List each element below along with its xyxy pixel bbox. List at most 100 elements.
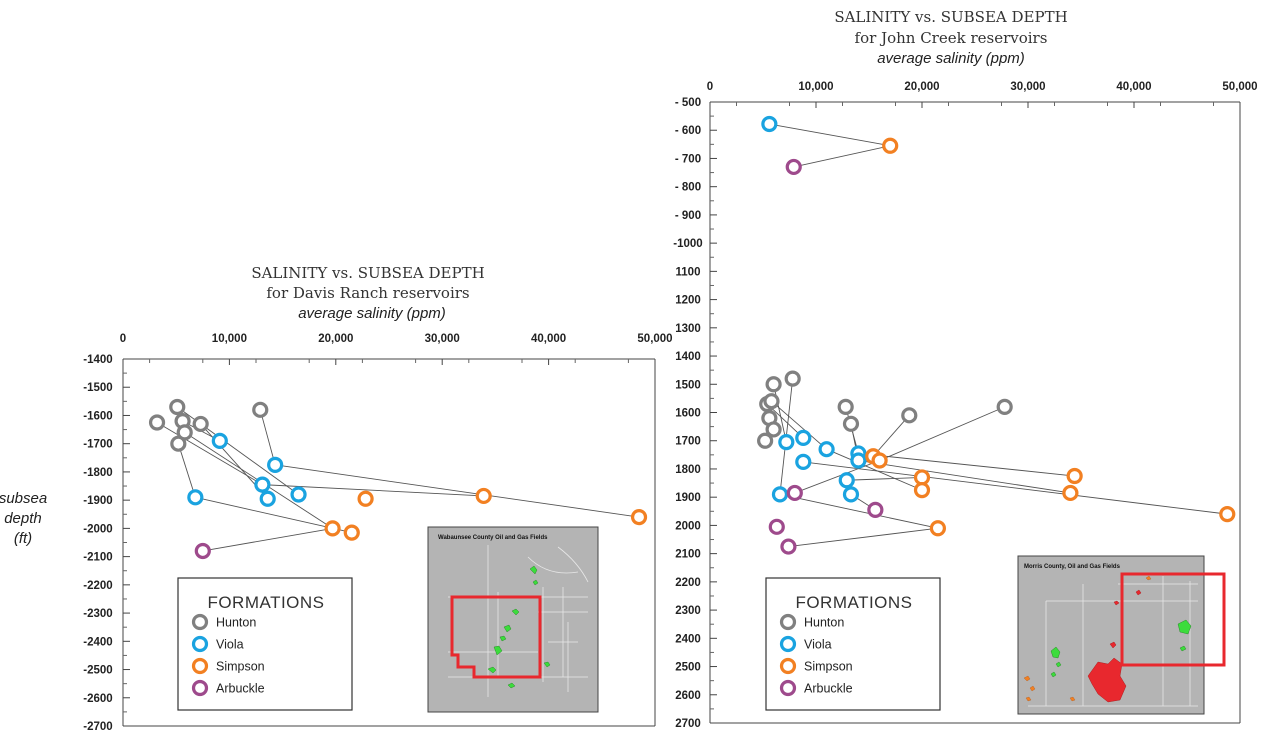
point-viola: [267, 456, 284, 473]
y-tick-label: 1200: [675, 295, 701, 307]
x-axis-label: average salinity (ppm): [877, 50, 1025, 67]
y-tick-label: - 900: [675, 210, 701, 222]
y-tick-label: -1400: [83, 354, 112, 366]
point-simpson: [630, 508, 648, 526]
connector-line: [793, 145, 891, 168]
connector-line: [872, 415, 910, 457]
point-simpson: [475, 487, 492, 505]
legend-marker-arbuckle: [191, 679, 209, 697]
y-axis-label-line3: (ft): [14, 530, 32, 547]
x-tick-label: 50,000: [1222, 81, 1257, 93]
map-highlight-outline: [450, 595, 542, 679]
point-viola: [795, 453, 812, 470]
y-tick-label: 2300: [675, 605, 701, 617]
point-hunton: [148, 414, 166, 431]
point-viola: [187, 489, 204, 506]
point-hunton: [169, 398, 186, 416]
connector-line: [779, 493, 938, 529]
y-tick-label: 1100: [676, 266, 701, 278]
x-tick-label: 20,000: [904, 81, 939, 93]
map-title: Morris County, Oil and Gas Fields: [1024, 564, 1121, 570]
x-tick-label: 40,000: [531, 333, 566, 345]
point-simpson: [357, 490, 374, 507]
point-viola: [254, 476, 271, 493]
point-arbuckle: [768, 518, 785, 535]
legend-marker-simpson: [191, 657, 209, 675]
legend-label-arbuckle: Arbuckle: [804, 682, 853, 696]
point-simpson: [343, 524, 360, 541]
data-points: [757, 115, 1236, 555]
legend: FORMATIONS Hunton Viola Simpson Arbuckle: [765, 577, 941, 711]
point-simpson: [929, 520, 947, 537]
point-hunton: [784, 370, 801, 387]
x-tick-label: 10,000: [798, 81, 833, 93]
legend-label-hunton: Hunton: [216, 616, 256, 630]
connector-line: [156, 422, 263, 486]
point-hunton: [170, 435, 187, 452]
davis-ranch-chart: SALINITY vs. SUBSEA DEPTH for Davis Ranc…: [0, 264, 673, 730]
connector-line: [803, 461, 1228, 515]
connector-line: [826, 448, 923, 491]
legend-title: FORMATIONS: [207, 593, 324, 612]
chart-title: SALINITY vs. SUBSEA DEPTH: [834, 8, 1067, 26]
point-hunton: [996, 398, 1013, 415]
point-viola: [795, 429, 812, 447]
connector-line: [766, 403, 804, 439]
y-axis-label-line1: subsea: [0, 490, 47, 507]
legend-marker-arbuckle: [779, 679, 797, 697]
y-tick-label: 1900: [675, 492, 701, 504]
x-tick-label: 30,000: [1010, 81, 1045, 93]
connector-line: [788, 527, 938, 548]
point-viola: [850, 452, 867, 469]
x-tick-label: 40,000: [1116, 81, 1151, 93]
john-creek-chart: SALINITY vs. SUBSEA DEPTH for John Creek…: [673, 8, 1257, 730]
legend: FORMATIONS Hunton Viola Simpson Arbuckle: [177, 577, 353, 711]
legend-items: Hunton Viola Simpson Arbuckle: [779, 613, 853, 697]
point-hunton: [842, 415, 860, 432]
y-tick-label: 1700: [675, 436, 701, 448]
x-tick-label: 50,000: [637, 333, 672, 345]
legend-label-simpson: Simpson: [216, 660, 265, 674]
legend-label-simpson: Simpson: [804, 660, 853, 674]
connector-line: [846, 476, 923, 481]
y-tick-label: -2400: [83, 636, 112, 648]
connector-line: [879, 406, 1005, 461]
point-viola: [211, 432, 228, 449]
y-tick-label: -2200: [83, 580, 112, 592]
point-hunton: [192, 415, 209, 433]
y-axis-ticks: - 500 - 600 - 700 - 800 - 900 -1000 1100 1200 13…: [673, 97, 717, 730]
y-axis-label-line2: depth: [4, 510, 42, 527]
y-tick-label: - 800: [675, 182, 701, 194]
point-viola: [290, 486, 307, 503]
y-tick-label: -1900: [83, 495, 112, 507]
y-tick-label: -2100: [83, 552, 112, 564]
connector-line: [259, 409, 276, 465]
legend-label-viola: Viola: [804, 638, 832, 652]
y-tick-label: 2600: [675, 690, 701, 702]
legend-marker-viola: [191, 635, 209, 653]
y-tick-label: -1700: [83, 439, 112, 451]
legend-marker-viola: [779, 635, 797, 653]
point-hunton: [901, 407, 918, 424]
y-tick-label: 2500: [675, 662, 701, 674]
point-hunton: [757, 432, 774, 449]
point-hunton: [763, 393, 780, 410]
y-tick-label: 2700: [675, 718, 701, 730]
y-tick-label: -2000: [83, 523, 112, 535]
point-viola: [778, 434, 795, 451]
chart-subtitle: for Davis Ranch reservoirs: [266, 284, 469, 302]
y-tick-label: 2200: [675, 577, 701, 589]
x-tick-label: 10,000: [212, 333, 247, 345]
point-hunton: [252, 401, 269, 418]
connector-line: [773, 384, 787, 443]
legend-label-hunton: Hunton: [804, 616, 844, 630]
y-tick-label: 1600: [675, 408, 701, 420]
point-viola: [259, 490, 276, 507]
y-tick-label: 1500: [675, 379, 701, 391]
point-arbuckle: [786, 484, 803, 502]
connector-line: [177, 443, 196, 498]
point-arbuckle: [780, 538, 797, 555]
y-axis-ticks: -1400 -1500 -1600 -1700 -1800 -1900 -2000 -2100…: [83, 354, 130, 730]
connector-line: [858, 452, 1075, 477]
point-viola: [838, 472, 855, 489]
